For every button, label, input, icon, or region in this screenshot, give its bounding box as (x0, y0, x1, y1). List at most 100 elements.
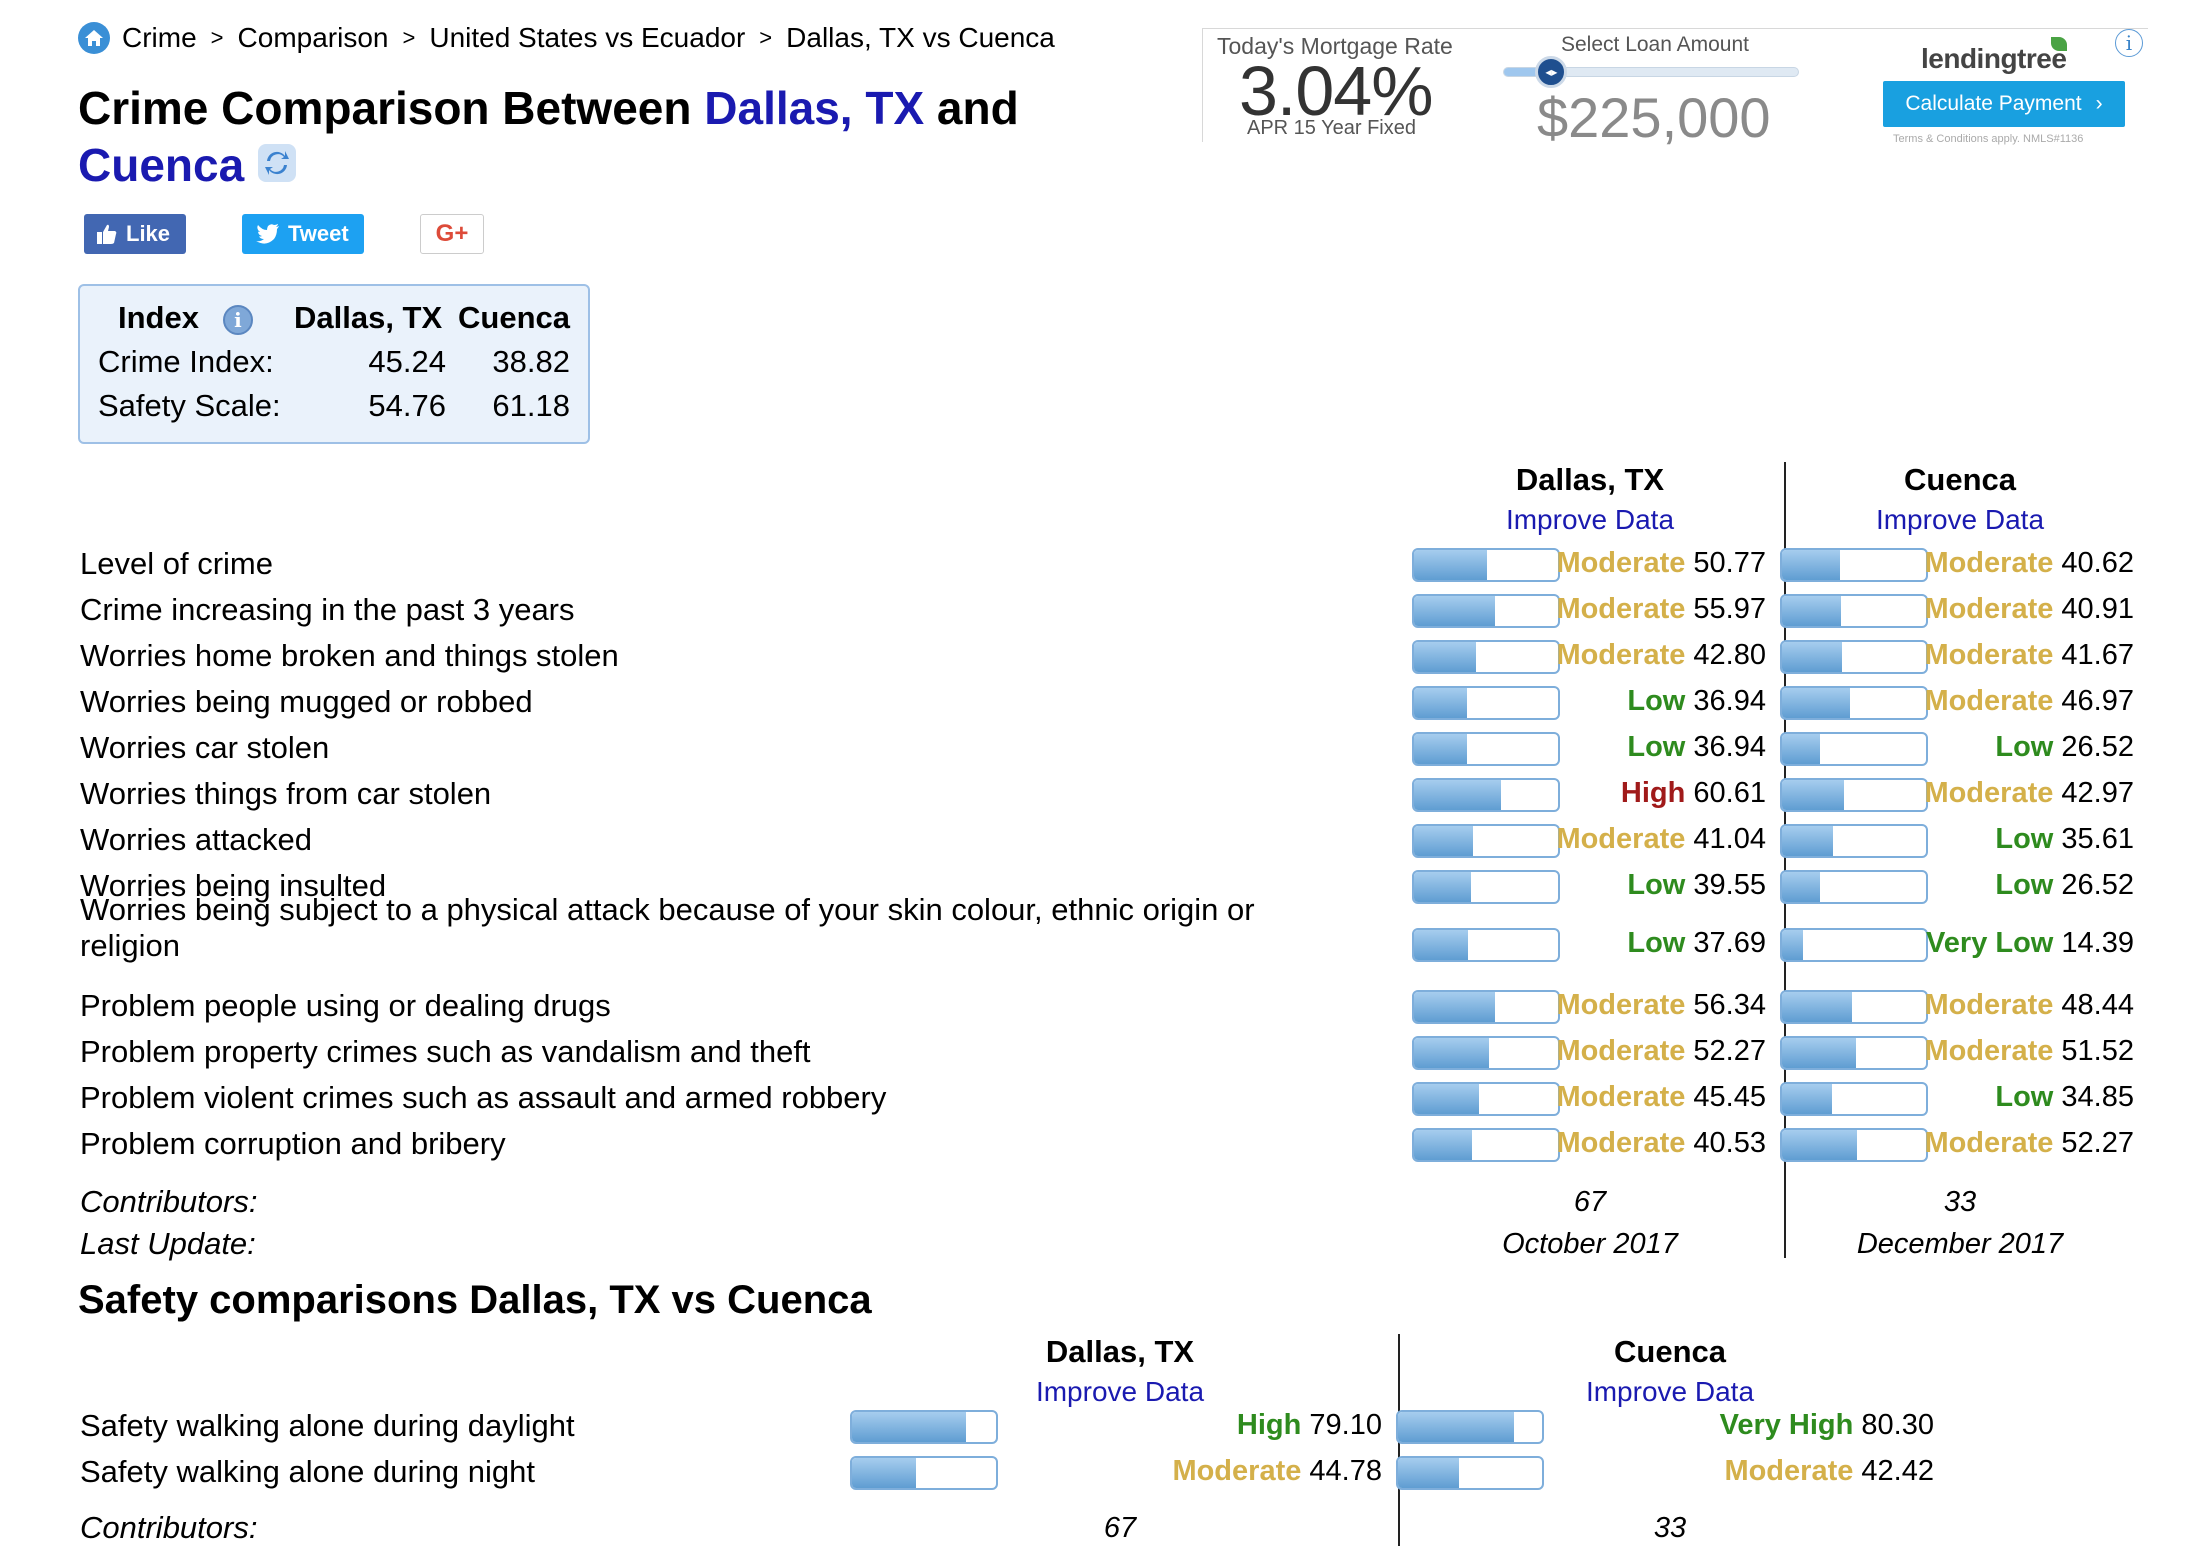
loan-amount-label: Select Loan Amount (1561, 33, 1749, 56)
safety-city2-improve-link[interactable]: Improve Data (1585, 1376, 1755, 1407)
crime-city2-number: 46.97 (2053, 685, 2134, 717)
index-header-label: Index i (118, 300, 253, 336)
crime-row-label: Worries being insulted (80, 868, 387, 903)
breadcrumb-current: Dallas, TX vs Cuenca (786, 22, 1055, 53)
loan-amount-slider[interactable]: ◂▸ (1503, 56, 1799, 88)
index-row-city1-value: 54.76 (368, 388, 446, 423)
crime-city2-bar-fill (1782, 642, 1842, 672)
crime-city1-level: Moderate (1556, 823, 1686, 855)
mortgage-rate-label: Today's Mortgage Rate (1217, 33, 1453, 59)
crime-city1-value: Moderate 55.97 (1556, 593, 1766, 626)
crime-city1-number: 52.27 (1685, 1035, 1766, 1067)
crime-city1-bar-fill (1414, 1130, 1473, 1160)
tweet-label: Tweet (288, 221, 349, 246)
safety-city1-bar-fill (852, 1458, 917, 1488)
crime-city2-number: 41.67 (2053, 639, 2134, 671)
crime-city1-level: Moderate (1556, 547, 1686, 579)
crime-city1-bar (1412, 1082, 1560, 1116)
breadcrumb-crime[interactable]: Crime (122, 22, 197, 53)
crime-city2-improve-link[interactable]: Improve Data (1875, 504, 2045, 535)
terms-text[interactable]: Terms & Conditions apply. NMLS#1136 (1893, 133, 2084, 145)
safety-city1-bar (850, 1410, 998, 1444)
crime-city2-bar-fill (1782, 826, 1834, 856)
crime-city2-value: Moderate 41.67 (1924, 639, 2134, 672)
crime-city1-improve-link[interactable]: Improve Data (1505, 504, 1675, 535)
crime-city1-bar (1412, 594, 1560, 628)
title-middle: and (924, 82, 1019, 134)
safety-city1-value: Moderate 44.78 (1172, 1455, 1382, 1488)
home-icon[interactable] (78, 22, 110, 54)
crime-city2-value: Moderate 40.91 (1924, 593, 2134, 626)
crime-city2-level: Moderate (1924, 547, 2054, 579)
crime-city2-bar-fill (1782, 1130, 1858, 1160)
crime-city2-bar-fill (1782, 734, 1821, 764)
crime-city2-number: 40.62 (2053, 547, 2134, 579)
crime-city1-bar (1412, 686, 1560, 720)
crime-city1-bar (1412, 732, 1560, 766)
crime-city2-level: Moderate (1924, 593, 2054, 625)
crime-city1-number: 45.45 (1685, 1081, 1766, 1113)
crime-city2-last-update: December 2017 (1856, 1228, 2064, 1260)
crime-city1-bar-fill (1414, 826, 1474, 856)
crime-city1-value: Moderate 45.45 (1556, 1081, 1766, 1114)
crime-city1-level: Low (1627, 731, 1686, 763)
crime-row-label: Worries things from car stolen (80, 776, 492, 811)
info-icon[interactable]: i (222, 304, 253, 335)
google-plus-button[interactable]: G+ (420, 214, 484, 254)
crime-city1-bar-fill (1414, 872, 1471, 902)
leaf-icon (2051, 37, 2067, 51)
swap-cities-icon[interactable] (256, 140, 298, 197)
index-row-label: Safety Scale: (98, 388, 281, 423)
safety-city2-contributors: 33 (1653, 1512, 1687, 1544)
lendingtree-logo[interactable]: lendingtree (1921, 43, 2067, 74)
breadcrumb-countries[interactable]: United States vs Ecuador (429, 22, 746, 53)
safety-section-title: Safety comparisons Dallas, TX vs Cuenca (78, 1278, 872, 1322)
safety-city1-improve-link[interactable]: Improve Data (1035, 1376, 1205, 1407)
safety-city2-level: Moderate (1724, 1455, 1854, 1487)
title-city2-link[interactable]: Cuenca (78, 139, 245, 191)
crime-city1-number: 56.34 (1685, 989, 1766, 1021)
title-city1-link[interactable]: Dallas, TX (704, 82, 925, 134)
crime-city2-bar-fill (1782, 1038, 1857, 1068)
facebook-like-button[interactable]: Like (84, 214, 186, 254)
crime-city2-level: Low (1995, 1081, 2054, 1113)
index-header-row: Index i Dallas, TX Cuenca (80, 300, 588, 340)
crime-city2-bar-fill (1782, 992, 1852, 1022)
crime-city1-value: Moderate 40.53 (1556, 1127, 1766, 1160)
like-label: Like (126, 221, 171, 246)
title-prefix: Crime Comparison Between (78, 82, 705, 134)
crime-city1-level: Moderate (1556, 989, 1686, 1021)
crime-city1-number: 42.80 (1685, 639, 1766, 671)
crime-city1-number: 37.69 (1685, 927, 1766, 959)
breadcrumb: Crime > Comparison > United States vs Ec… (78, 22, 1055, 54)
crime-city1-level: Moderate (1556, 1127, 1686, 1159)
crime-row-label: Problem violent crimes such as assault a… (80, 1080, 887, 1115)
breadcrumb-comparison[interactable]: Comparison (237, 22, 389, 53)
crime-city1-value: High 60.61 (1621, 777, 1766, 810)
crime-city2-level: Low (1995, 869, 2054, 901)
crime-row-label: Worries attacked (80, 822, 313, 857)
ad-info-icon[interactable]: i (2115, 29, 2143, 57)
crime-city1-number: 36.94 (1685, 731, 1766, 763)
crime-city2-value: Low 35.61 (1995, 823, 2134, 856)
crime-city1-bar-fill (1414, 642, 1476, 672)
crime-city1-level: Moderate (1556, 639, 1686, 671)
crime-city2-value: Low 34.85 (1995, 1081, 2134, 1114)
crime-city1-bar-fill (1414, 596, 1495, 626)
crime-city2-value: Moderate 51.52 (1924, 1035, 2134, 1068)
crime-city1-value: Moderate 50.77 (1556, 547, 1766, 580)
chevron-right-icon: › (2095, 92, 2103, 115)
safety-city1-level: High (1236, 1409, 1302, 1441)
loan-slider-handle[interactable]: ◂▸ (1535, 56, 1568, 88)
crime-city2-bar (1780, 778, 1928, 812)
tweet-button[interactable]: Tweet (242, 214, 364, 254)
crime-city1-level: Moderate (1556, 593, 1686, 625)
crime-city1-bar-fill (1414, 734, 1468, 764)
mortgage-rate: 3.04% (1239, 52, 1433, 130)
crime-city2-bar (1780, 1128, 1928, 1162)
crime-city2-level: Low (1995, 731, 2054, 763)
calculate-payment-button[interactable]: Calculate Payment › (1883, 81, 2125, 127)
crime-row-label: Worries home broken and things stolen (80, 638, 619, 673)
crime-city2-number: 48.44 (2053, 989, 2134, 1021)
crime-city2-level: Moderate (1924, 1127, 2054, 1159)
